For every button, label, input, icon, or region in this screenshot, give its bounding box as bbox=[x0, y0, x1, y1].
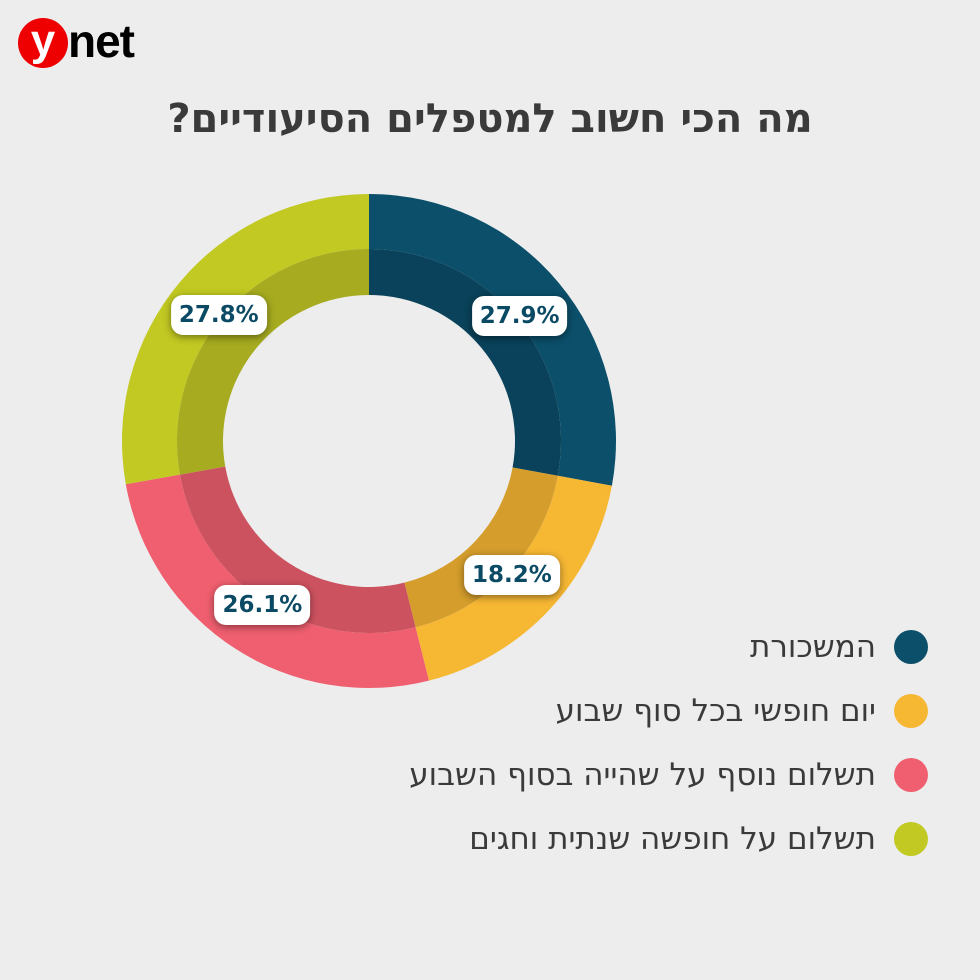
legend: המשכורת יום חופשי בכל סוף שבוע תשלום נוסף … bbox=[409, 615, 928, 871]
legend-item: יום חופשי בכל סוף שבוע bbox=[409, 679, 928, 743]
slice-outer bbox=[125, 474, 429, 688]
slice-inner bbox=[177, 249, 369, 475]
slice-inner bbox=[369, 249, 561, 476]
legend-dot-icon bbox=[894, 822, 928, 856]
legend-dot-icon bbox=[894, 630, 928, 664]
slice-value-label: 27.9% bbox=[471, 295, 568, 336]
slice-value-label: 18.2% bbox=[463, 555, 560, 596]
slice-inner bbox=[404, 467, 558, 628]
legend-label: תשלום נוסף על שהייה בסוף השבוע bbox=[409, 757, 876, 793]
legend-label: המשכורת bbox=[750, 629, 876, 665]
ynet-logo: y net bbox=[18, 14, 148, 70]
slice-value-label: 27.8% bbox=[170, 295, 267, 336]
slice-outer bbox=[369, 194, 616, 486]
legend-item: תשלום על חופשה שנתית וחגים bbox=[409, 807, 928, 871]
legend-dot-icon bbox=[894, 758, 928, 792]
legend-item: המשכורת bbox=[409, 615, 928, 679]
logo-circle bbox=[18, 18, 68, 68]
legend-dot-icon bbox=[894, 694, 928, 728]
logo-net: net bbox=[68, 15, 135, 67]
slice-outer bbox=[121, 194, 369, 485]
chart-title: מה הכי חשוב למטפלים הסיעודיים? bbox=[167, 96, 813, 142]
legend-label: יום חופשי בכל סוף שבוע bbox=[555, 693, 876, 729]
legend-label: תשלום על חופשה שנתית וחגים bbox=[469, 821, 876, 857]
legend-item: תשלום נוסף על שהייה בסוף השבוע bbox=[409, 743, 928, 807]
slice-value-label: 26.1% bbox=[214, 585, 311, 626]
logo-y: y bbox=[30, 16, 56, 65]
slice-inner bbox=[179, 466, 416, 633]
